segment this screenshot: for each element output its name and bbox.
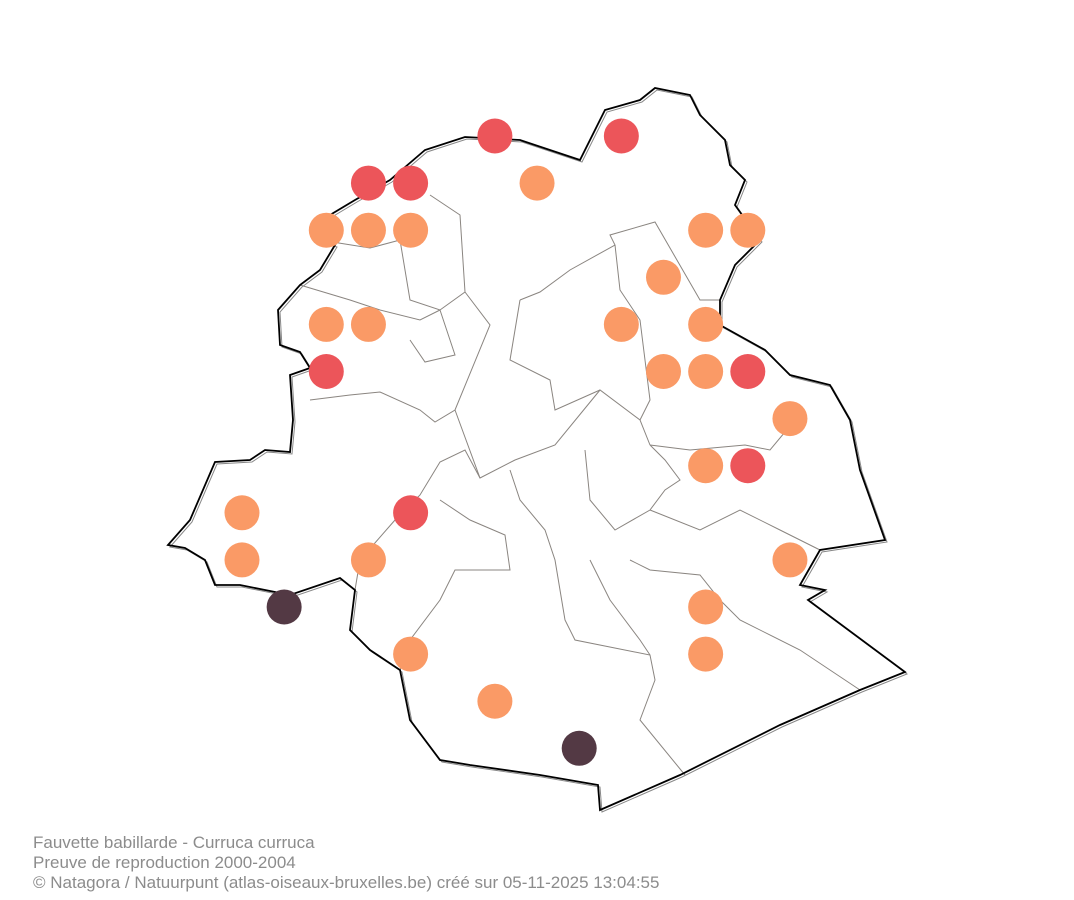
commune-boundary [399, 499, 511, 671]
atlas-dot-red [730, 448, 766, 484]
atlas-dot-orange [393, 212, 429, 248]
atlas-dot-orange [688, 212, 724, 248]
atlas-dot-orange [308, 306, 344, 342]
atlas-dot-red [393, 165, 429, 201]
atlas-dot-red [308, 354, 344, 389]
atlas-dot-orange [519, 165, 555, 201]
atlas-dot-orange [772, 542, 808, 578]
atlas-dot-orange [772, 401, 808, 437]
atlas-dot-orange [350, 306, 386, 342]
atlas-dot-orange [688, 448, 724, 484]
atlas-dot-orange [308, 212, 344, 248]
atlas-dot-orange [224, 542, 260, 578]
atlas-dot-orange [224, 495, 260, 531]
commune-boundary [629, 559, 861, 691]
commune-boundary [454, 389, 651, 479]
atlas-dot-orange [688, 354, 724, 389]
map-caption: Fauvette babillarde - Curruca curruca Pr… [33, 833, 659, 893]
atlas-dot-orange [688, 306, 724, 342]
species-title: Fauvette babillarde - Curruca curruca [33, 833, 315, 852]
atlas-dot-orange [393, 636, 429, 672]
commune-boundary [509, 299, 601, 411]
commune-boundary [614, 244, 651, 421]
atlas-dot-red [350, 165, 386, 201]
commune-boundary [319, 194, 466, 311]
region-outline [166, 87, 907, 812]
atlas-dot-orange [350, 542, 386, 578]
atlas-dot-orange [730, 212, 766, 248]
commune-boundary [649, 419, 796, 451]
atlas-dot-red [393, 495, 429, 531]
atlas-dot-dark [266, 589, 302, 625]
map-subtitle: Preuve de reproduction 2000-2004 [33, 853, 296, 872]
atlas-dot-orange [350, 212, 386, 248]
commune-boundary [589, 559, 651, 656]
credit-line: © Natagora / Natuurpunt (atlas-oiseaux-b… [33, 873, 660, 892]
atlas-dot-red [603, 118, 639, 154]
commune-boundary [409, 309, 456, 363]
commune-boundary [584, 444, 681, 531]
atlas-dot-orange [477, 683, 513, 719]
atlas-dot-red [730, 354, 766, 389]
atlas-dot-orange [688, 589, 724, 625]
atlas-dot-orange [603, 306, 639, 342]
atlas-dots [224, 118, 808, 766]
atlas-dot-orange [646, 259, 681, 295]
commune-boundary [309, 291, 491, 423]
atlas-dot-dark [561, 730, 597, 766]
commune-boundary [519, 221, 720, 301]
brussels-map [166, 87, 909, 813]
commune-boundary [649, 509, 821, 551]
commune-boundaries [299, 194, 861, 776]
commune-boundary [299, 284, 441, 321]
atlas-dot-orange [688, 636, 724, 672]
atlas-dot-red [477, 118, 513, 154]
commune-boundary [509, 469, 686, 776]
atlas-dot-orange [646, 354, 681, 389]
